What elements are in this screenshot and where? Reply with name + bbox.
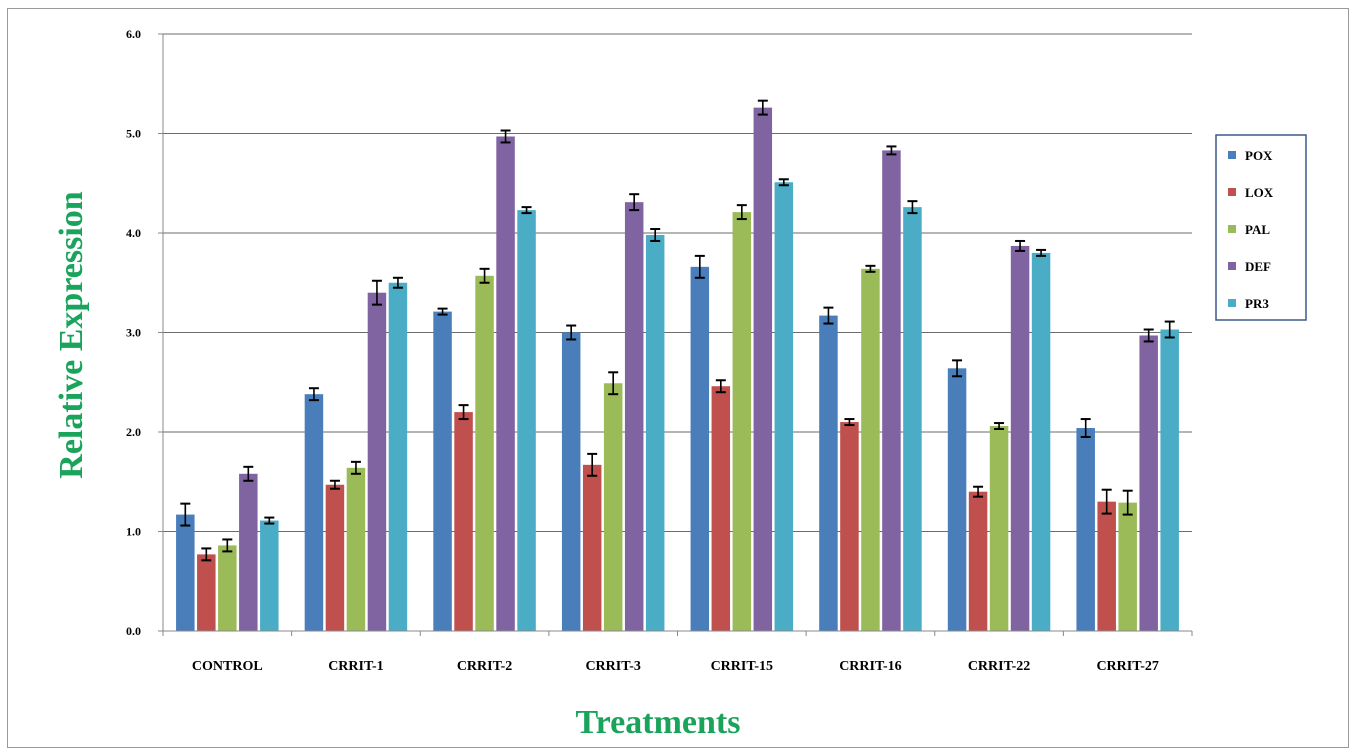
bar-def xyxy=(753,107,773,631)
legend-swatch-def xyxy=(1228,262,1236,270)
bar-def xyxy=(239,473,258,631)
y-tick-label: 1.0 xyxy=(126,525,141,539)
bar-pox xyxy=(561,332,581,631)
bar-pox xyxy=(819,315,838,631)
bar-pr3 xyxy=(903,207,922,631)
bar-pal xyxy=(603,383,623,631)
y-tick-label: 3.0 xyxy=(126,326,141,340)
x-tick-label: CRRIT-1 xyxy=(328,659,384,674)
bar-def xyxy=(1010,245,1030,631)
legend-label: LOX xyxy=(1245,185,1274,200)
y-tick-label: 6.0 xyxy=(126,27,141,41)
bar-pal xyxy=(346,467,366,631)
bar-pal xyxy=(989,426,1009,631)
bar-lox xyxy=(197,554,216,631)
bars xyxy=(176,99,1179,632)
x-tick-label: CRRIT-16 xyxy=(839,659,902,674)
legend-label: PR3 xyxy=(1245,296,1269,311)
bar-lox xyxy=(840,422,859,631)
bar-pr3 xyxy=(774,182,794,631)
x-tick-label: CRRIT-2 xyxy=(457,659,513,674)
bar-pr3 xyxy=(645,234,665,632)
bar-pox xyxy=(690,266,710,631)
y-tick-label: 4.0 xyxy=(126,226,141,240)
bar-pr3 xyxy=(388,282,408,631)
tick-labels: 0.0 1.0 2.0 3.0 4.0 5.0 6.0 CONTROL CRRIT-1 CRRIT… xyxy=(126,27,1159,674)
y-tick-label: 5.0 xyxy=(126,127,141,141)
bar-pal xyxy=(732,212,752,632)
bar-pr3 xyxy=(1160,329,1179,631)
x-tick-label: CRRIT-27 xyxy=(1096,659,1159,674)
bar-pox xyxy=(1076,428,1095,631)
y-tick-label: 0.0 xyxy=(126,624,141,638)
bar-pr3 xyxy=(1031,252,1051,631)
y-axis-title: Relative Expression xyxy=(53,191,90,479)
y-tick-label: 2.0 xyxy=(126,425,141,439)
bar-pal xyxy=(861,268,880,631)
bar-def xyxy=(624,202,644,631)
legend-label: PAL xyxy=(1245,222,1270,237)
bar-lox xyxy=(968,491,988,631)
bar-def xyxy=(1139,335,1158,631)
bar-pr3 xyxy=(517,210,536,632)
x-tick-label: CONTROL xyxy=(192,659,263,674)
legend-label: DEF xyxy=(1245,259,1271,274)
x-axis-title: Treatments xyxy=(576,704,741,736)
bar-lox xyxy=(582,464,602,631)
bar-def xyxy=(367,292,387,631)
legend-label: POX xyxy=(1245,148,1273,163)
bar-def xyxy=(496,136,515,632)
bar-pal xyxy=(218,545,237,631)
bar-pox xyxy=(176,514,195,631)
bar-pox xyxy=(304,394,324,631)
bar-lox xyxy=(1097,501,1116,631)
x-tick-label: CRRIT-3 xyxy=(585,659,641,674)
legend-swatch-lox xyxy=(1228,188,1236,196)
legend: POX LOX PAL DEF PR3 xyxy=(1215,134,1307,321)
bar-pox xyxy=(947,368,967,631)
legend-swatch-pal xyxy=(1228,225,1236,233)
bar-lox xyxy=(711,386,731,631)
legend-swatch-pr3 xyxy=(1228,299,1236,307)
bar-lox xyxy=(325,484,345,631)
bar-def xyxy=(882,150,901,632)
x-tick-label: CRRIT-15 xyxy=(711,659,774,674)
legend-swatch-pox xyxy=(1228,151,1236,159)
x-tick-label: CRRIT-22 xyxy=(968,659,1031,674)
bar-pr3 xyxy=(260,520,279,631)
bar-pox xyxy=(433,311,452,631)
bar-pal xyxy=(475,275,494,631)
bar-lox xyxy=(454,412,473,631)
bar-pal xyxy=(1118,502,1137,631)
axes xyxy=(162,34,1192,632)
